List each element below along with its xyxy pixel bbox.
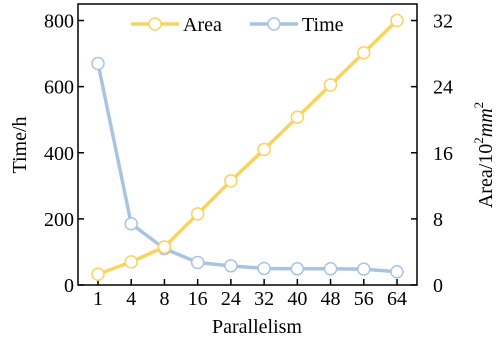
- y-axis-right-title-exp: 2: [471, 137, 486, 144]
- x-axis-ticks: 1 4 8 16 24 32 40 48 56 64: [93, 279, 407, 310]
- legend-time-label: Time: [302, 14, 344, 36]
- left-axis-ticks: 0 200 400 600 800: [44, 11, 84, 297]
- series-layer: [91, 13, 404, 282]
- x-tick-label: 8: [159, 288, 169, 310]
- data-point-area: [190, 207, 205, 221]
- right-axis-ticks: 0 8 16 24 32: [411, 11, 453, 297]
- data-point-area: [257, 142, 271, 157]
- x-tick-label: 56: [354, 288, 374, 310]
- y-left-tick-label: 400: [44, 143, 74, 165]
- y-right-tick-label: 16: [433, 143, 453, 165]
- legend-area-label: Area: [183, 14, 222, 36]
- x-tick-label: 16: [188, 288, 208, 310]
- data-point-time: [390, 265, 404, 279]
- data-point-area: [224, 174, 238, 188]
- y-right-tick-label: 32: [433, 11, 453, 33]
- data-point-time: [124, 217, 138, 231]
- y-right-tick-label: 24: [433, 77, 453, 99]
- y-axis-right-title: Area/102mm2: [471, 102, 497, 208]
- y-axis-right-title-main: Area/10: [475, 144, 497, 208]
- data-point-time: [257, 261, 271, 276]
- plot-frame: [77, 3, 418, 286]
- legend-time-marker: [267, 17, 281, 31]
- data-point-time: [357, 262, 371, 276]
- y-axis-right-title-unit-exp: 2: [471, 102, 486, 109]
- data-point-area: [357, 46, 371, 60]
- data-point-area: [157, 240, 172, 254]
- data-point-area: [323, 78, 338, 92]
- y-right-tick-label: 0: [433, 275, 443, 297]
- x-tick-label: 32: [254, 288, 274, 310]
- data-point-time: [290, 262, 305, 276]
- x-tick-label: 24: [221, 288, 241, 310]
- legend-area-marker: [148, 17, 162, 31]
- data-point-area: [124, 255, 138, 269]
- data-point-area: [390, 13, 404, 28]
- data-point-time: [190, 255, 205, 270]
- x-tick-label: 48: [321, 288, 341, 310]
- data-point-area: [290, 110, 305, 124]
- y-left-tick-label: 200: [44, 209, 74, 231]
- y-right-tick-label: 8: [433, 209, 443, 231]
- x-tick-label: 64: [387, 288, 407, 310]
- data-point-time: [323, 262, 338, 276]
- series-line-time: [96, 63, 398, 274]
- x-axis-title: Parallelism: [212, 316, 302, 338]
- y-left-tick-label: 600: [44, 77, 74, 99]
- y-axis-right-title-unit: mm: [475, 108, 497, 137]
- data-point-time: [224, 259, 238, 273]
- y-axis-left-title: Time/h: [9, 116, 31, 173]
- data-point-area: [91, 267, 105, 282]
- y-left-tick-label: 0: [64, 275, 74, 297]
- data-point-time: [91, 56, 105, 71]
- legend: Area Time: [131, 14, 344, 36]
- x-tick-label: 1: [93, 288, 103, 310]
- x-tick-label: 4: [126, 288, 136, 310]
- series-line-area: [97, 19, 399, 276]
- y-left-tick-label: 800: [44, 11, 74, 33]
- x-tick-label: 40: [287, 288, 307, 310]
